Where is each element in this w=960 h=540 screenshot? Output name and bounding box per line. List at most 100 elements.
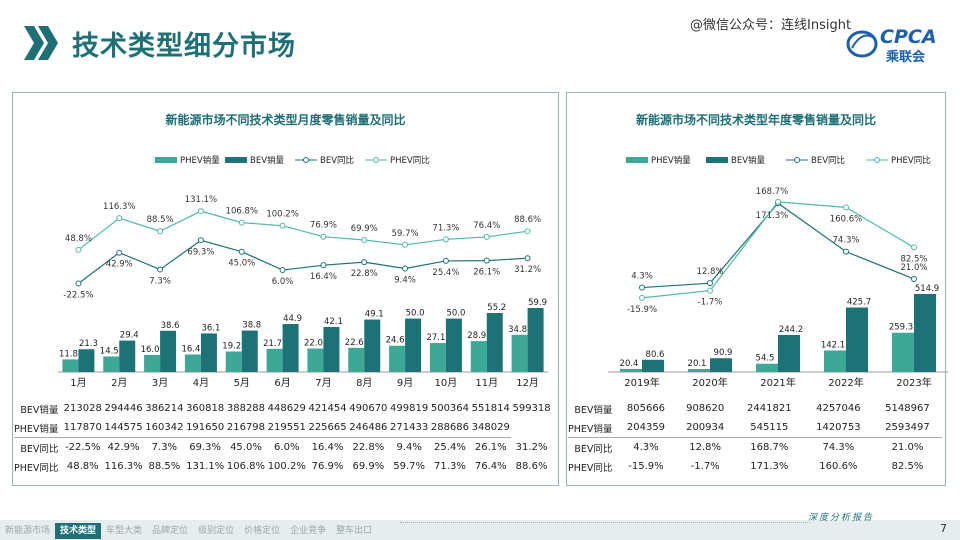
phev-yoy-point [197, 208, 204, 215]
table-cell: 551814 [471, 403, 510, 414]
logo-text: CPCA [880, 26, 937, 48]
legend-label: BEV销量 [731, 155, 766, 166]
bev-yoy-label: -22.5% [63, 290, 93, 300]
footer-tab[interactable]: 价格定位 [244, 526, 281, 536]
bev-bar-label: 90.9 [714, 348, 733, 358]
bev-bar [323, 327, 340, 372]
phev-yoy-label: 106.8% [226, 207, 258, 217]
bev-bar-label: 49.1 [365, 310, 384, 320]
x-tick-label: 5月 [234, 377, 250, 389]
page-number: 7 [940, 522, 947, 535]
phev-bar [62, 359, 79, 372]
table-row: PHEV同比 -15.9% -1.7% 171.3% 160.6% 82.5% [568, 457, 942, 476]
phev-bar [756, 363, 778, 372]
footer-tab[interactable]: 级别定位 [198, 526, 235, 536]
legend-label: PHEV同比 [390, 155, 430, 166]
x-tick-label: 2022年 [828, 376, 863, 389]
table-row-label: BEV同比 [574, 443, 613, 455]
footer-tab[interactable]: 整车出口 [336, 526, 373, 536]
section-tabs: 新能源市场 技术类型 车型大类 品牌定位 级别定位 价格定位 企业竞争 整车出口 [0, 523, 377, 539]
footer-tab[interactable]: 车型大类 [106, 526, 143, 536]
table-cell: 100.2% [267, 461, 306, 472]
footer-tab[interactable]: 技术类型 [55, 523, 102, 539]
bev-yoy-point [843, 248, 849, 255]
table-cell: 88.6% [515, 461, 548, 472]
logo-sub: 乘联会 [886, 50, 926, 65]
bev-yoy-label: 42.9% [106, 260, 133, 270]
table-cell: 9.4% [396, 442, 422, 453]
phev-yoy-label: 171.3% [756, 211, 788, 221]
chevron-double-icon [24, 26, 58, 60]
bev-yoy-label: 16.4% [310, 272, 337, 282]
phev-yoy-point [707, 287, 713, 294]
table-cell: 16.4% [311, 442, 344, 453]
phev-bar-label: 22.6 [345, 338, 364, 348]
phev-bar [103, 356, 120, 372]
phev-yoy-point [843, 204, 849, 211]
table-cell: 386214 [145, 403, 184, 414]
legend-label: PHEV销量 [651, 155, 691, 166]
footer-tab[interactable]: 新能源市场 [5, 526, 51, 536]
bev-yoy-point [483, 257, 490, 264]
table-cell: 225665 [307, 418, 348, 438]
x-tick-label: 11月 [475, 377, 498, 389]
table-cell: 88.5% [148, 461, 181, 472]
phev-yoy-label: 69.9% [351, 224, 378, 234]
phev-yoy-label: 59.7% [392, 229, 419, 239]
table-cell: 294446 [104, 403, 143, 414]
bev-bar-label: 514.9 [915, 284, 939, 294]
phev-bar-label: 34.8 [508, 325, 527, 335]
legend-marker [303, 157, 309, 163]
legend-marker [794, 157, 800, 163]
phev-bar-label: 21.7 [263, 339, 282, 349]
table-cell: 21.0% [891, 442, 924, 453]
table-row-label: BEV销量 [20, 404, 59, 416]
footer-tab[interactable]: 企业竞争 [290, 526, 327, 536]
x-tick-label: 2月 [111, 377, 127, 389]
table-cell: 59.7% [393, 461, 426, 472]
table-cell: 360818 [186, 403, 225, 414]
phev-yoy-label: 88.5% [147, 215, 174, 225]
phev-bar [429, 343, 446, 372]
table-row-label: PHEV销量 [568, 418, 617, 438]
phev-bar [470, 341, 487, 372]
legend-swatch [626, 157, 648, 163]
phev-bar-label: 16.4 [181, 344, 200, 354]
phev-bar-label: 27.1 [426, 333, 445, 343]
phev-yoy-point [524, 228, 531, 235]
table-cell: 116.3% [104, 461, 143, 472]
phev-bar-label: 54.5 [756, 354, 775, 364]
phev-yoy-point [279, 222, 286, 229]
bev-bar [364, 319, 381, 372]
bev-yoy-label: 45.0% [228, 259, 255, 269]
x-tick-label: 9月 [397, 377, 413, 389]
bev-yoy-point [238, 248, 245, 255]
phev-yoy-point [483, 233, 490, 240]
table-cell: -15.9% [628, 461, 664, 472]
bev-yoy-label: 26.1% [473, 268, 500, 278]
x-tick-label: 10月 [435, 377, 458, 389]
phev-yoy-label: -1.7% [698, 298, 723, 308]
footer-divider [400, 522, 810, 523]
page-title: 技术类型细分市场 [72, 31, 296, 62]
table-cell: 805666 [626, 403, 666, 414]
footer-tab[interactable]: 品牌定位 [152, 526, 189, 536]
table-row: PHEV同比 48.8% 116.3% 88.5% 131.1% 106.8% 100.2%… [14, 457, 552, 476]
bev-yoy-label: 12.8% [696, 267, 723, 277]
phev-bar-label: 142.1 [821, 340, 845, 350]
table-cell: 12.8% [689, 442, 722, 453]
cpca-logo-icon [846, 30, 878, 58]
table-cell: 71.3% [434, 461, 466, 472]
x-tick-label: 7月 [315, 377, 331, 389]
bev-bar-label: 29.4 [120, 331, 139, 341]
table-cell: 216798 [225, 418, 267, 438]
bev-yoy-label: 9.4% [394, 275, 416, 285]
table-row: BEV销量 805666 908620 2441821 4257046 5148967 [568, 399, 942, 418]
phev-yoy-point [775, 198, 781, 205]
bev-bar-label: 38.6 [161, 321, 180, 331]
footer-bar [0, 520, 960, 540]
table-cell: -1.7% [690, 461, 720, 472]
table-cell: 74.3% [822, 442, 855, 453]
x-tick-label: 4月 [193, 377, 209, 389]
